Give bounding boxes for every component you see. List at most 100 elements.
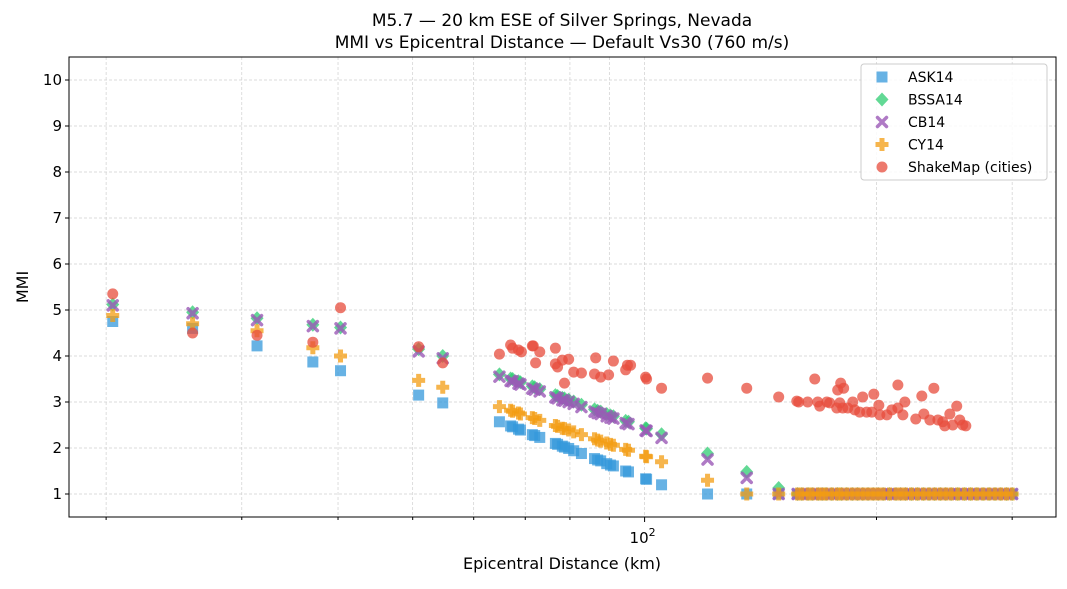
cy14-point	[740, 487, 754, 501]
cb14-point	[622, 417, 635, 431]
cy14-point	[492, 400, 506, 414]
plot-frame	[68, 56, 1057, 518]
legend-label-cb14: CB14	[908, 115, 945, 131]
y-tick-label: 7	[52, 209, 62, 227]
shakemap-cities-point	[773, 391, 785, 403]
shakemap-cities-point	[534, 346, 546, 358]
bssa14-point	[655, 427, 669, 442]
shakemap-cities-point	[910, 413, 922, 425]
cy14-point	[621, 443, 635, 457]
cb14-point	[575, 400, 588, 414]
shakemap-cities-point	[625, 359, 637, 371]
cy14-point	[655, 455, 669, 469]
shakemap-cities-point	[944, 408, 956, 420]
ask14-point	[568, 445, 580, 457]
shakemap-cities-point	[515, 346, 527, 358]
cy14-point	[186, 317, 200, 331]
shakemap-cities-point	[107, 288, 119, 300]
legend-marker-bssa14	[875, 92, 889, 107]
ask14-point	[514, 424, 526, 436]
shakemap-cities-point	[437, 357, 449, 369]
ask14-point	[595, 455, 607, 467]
cy14-point	[606, 438, 620, 452]
shakemap-cities-point	[892, 379, 904, 391]
cy14-point	[701, 473, 715, 487]
shakemap-cities-point	[590, 352, 602, 364]
shakemap-cities-point	[603, 369, 615, 381]
shakemap-cities-point	[307, 336, 319, 348]
cb14-point	[607, 412, 620, 425]
shakemap-cities-point	[575, 367, 587, 379]
shakemap-cities-point	[899, 396, 911, 408]
shakemap-cities-point	[838, 382, 850, 394]
legend-marker-shakemap-cities	[876, 161, 888, 173]
legend-label-cy14: CY14	[908, 138, 944, 154]
y-axis-label: MMI	[13, 271, 32, 303]
y-tick-label: 6	[52, 255, 62, 273]
shakemap-cities-point	[530, 357, 542, 369]
cy14-point	[436, 380, 450, 394]
shakemap-cities-point	[951, 400, 963, 412]
cy14-point	[944, 487, 958, 501]
chart-subtitle: MMI vs Epicentral Distance — Default Vs3…	[335, 33, 790, 53]
ask14-point	[493, 416, 505, 428]
series-shakemap-cities	[107, 288, 972, 432]
cb14-point	[533, 385, 547, 398]
shakemap-cities-point	[809, 373, 821, 385]
cb14-point	[106, 299, 119, 312]
shakemap-cities-point	[924, 414, 936, 426]
cb14-point	[250, 313, 264, 327]
shakemap-cities-point	[897, 409, 909, 421]
cb14-point	[655, 431, 668, 445]
shakemap-cities-point	[916, 390, 928, 402]
cb14-point	[186, 306, 199, 320]
legend-box	[860, 63, 1048, 181]
ask14-point	[307, 356, 319, 368]
y-tick-label: 4	[52, 347, 62, 365]
cy14-point	[513, 407, 527, 421]
y-tick-label: 1	[52, 485, 62, 503]
series-cy14	[106, 309, 1019, 501]
cb14-point	[493, 370, 506, 383]
shakemap-cities-point	[413, 341, 425, 353]
shakemap-cities-point	[563, 353, 575, 365]
cy14-point	[772, 487, 786, 501]
shakemap-cities-point	[641, 373, 653, 385]
shakemap-cities-point	[558, 377, 570, 389]
cy14-point	[334, 349, 348, 363]
shakemap-cities-point	[928, 382, 940, 394]
legend: ASK14 BSSA14 CB14 CY14 ShakeMap (cities)	[860, 63, 1048, 181]
x-axis-label: Epicentral Distance (km)	[463, 554, 661, 573]
y-tick-label: 10	[43, 71, 62, 89]
y-tick-label: 5	[52, 301, 62, 319]
cy14-point	[574, 428, 588, 442]
cb14-point	[514, 378, 527, 391]
shakemap-cities-point	[802, 396, 814, 408]
ask14-point	[335, 365, 347, 377]
ask14-point	[656, 479, 668, 491]
ask14-point	[641, 473, 653, 485]
cb14-point	[701, 453, 714, 466]
shakemap-cities-point	[741, 382, 753, 394]
shakemap-cities-point	[939, 420, 951, 432]
ask14-point	[251, 340, 263, 352]
data-points	[106, 288, 1019, 501]
shakemap-cities-point	[868, 388, 880, 400]
ask14-point	[437, 397, 449, 409]
chart-title: M5.7 — 20 km ESE of Silver Springs, Neva…	[372, 11, 752, 31]
ask14-point	[413, 389, 425, 401]
shakemap-cities-point	[549, 342, 561, 354]
cy14-point	[533, 413, 547, 427]
shakemap-cities-point	[857, 391, 869, 403]
y-tick-label: 9	[52, 117, 62, 135]
legend-label-ask14: ASK14	[908, 70, 954, 86]
cb14-point	[306, 319, 320, 333]
legend-marker-cb14	[875, 115, 889, 129]
ask14-point	[702, 488, 714, 500]
ask14-point	[622, 466, 634, 478]
y-tick-label: 2	[52, 439, 62, 457]
legend-label-bssa14: BSSA14	[908, 93, 963, 109]
legend-marker-cy14	[875, 138, 889, 151]
shakemap-cities-point	[251, 329, 263, 341]
